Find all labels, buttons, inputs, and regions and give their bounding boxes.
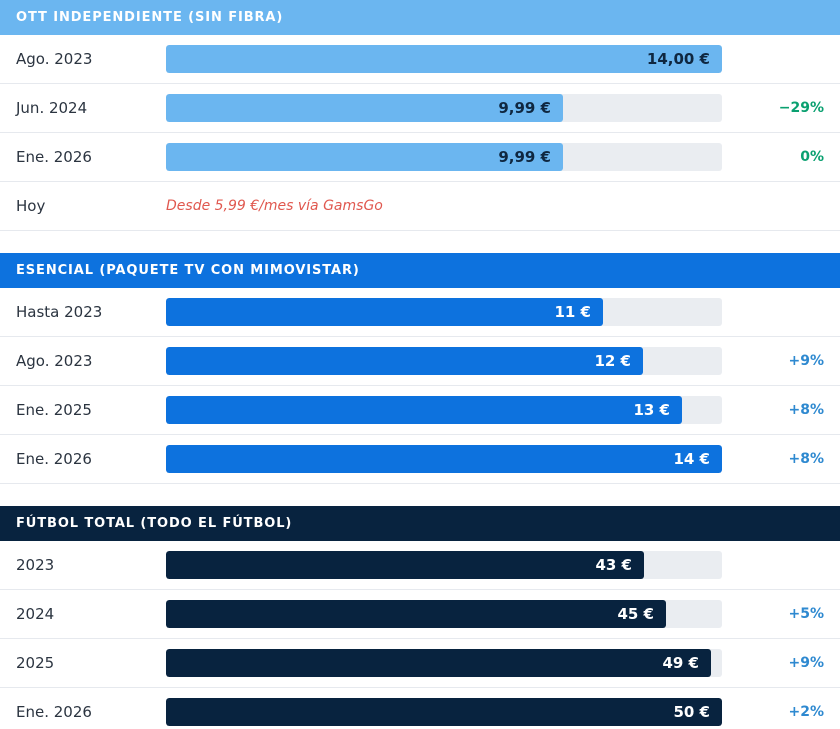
- bar-value-label: 50 €: [673, 703, 710, 721]
- bar: 45 €: [166, 600, 666, 628]
- row-label: Ago. 2023: [16, 352, 93, 370]
- bar: 12 €: [166, 347, 643, 375]
- bar: 14 €: [166, 445, 722, 473]
- bar-value-label: 9,99 €: [498, 99, 551, 117]
- change-badge: +8%: [788, 451, 825, 467]
- bar-track: 14,00 €: [166, 45, 722, 73]
- table-row: Ene. 2026 9,99 € 0%: [0, 133, 840, 182]
- bar: 49 €: [166, 649, 711, 677]
- section-gap: [0, 484, 840, 506]
- bar-track: 9,99 €: [166, 143, 722, 171]
- bar: 9,99 €: [166, 94, 563, 122]
- bar-value-label: 11 €: [554, 303, 591, 321]
- row-label: 2025: [16, 654, 55, 672]
- bar: 11 €: [166, 298, 603, 326]
- table-row: Hasta 2023 11 €: [0, 288, 840, 337]
- bar-value-label: 49 €: [662, 654, 699, 672]
- bar: 9,99 €: [166, 143, 563, 171]
- bar-track: 45 €: [166, 600, 722, 628]
- row-label: Hasta 2023: [16, 303, 103, 321]
- change-badge: +2%: [788, 704, 825, 720]
- bar: 43 €: [166, 551, 644, 579]
- section-header: OTT INDEPENDIENTE (SIN FIBRA): [0, 0, 840, 35]
- bar-track: 50 €: [166, 698, 722, 726]
- bar: 50 €: [166, 698, 722, 726]
- bar-value-label: 14 €: [673, 450, 710, 468]
- bar-value-label: 43 €: [595, 556, 632, 574]
- row-label: Ene. 2025: [16, 401, 92, 419]
- table-row: Ene. 2026 50 € +2%: [0, 688, 840, 729]
- row-label: Jun. 2024: [16, 99, 88, 117]
- table-row: 2023 43 €: [0, 541, 840, 590]
- bar-track: 11 €: [166, 298, 722, 326]
- table-row: Ene. 2026 14 € +8%: [0, 435, 840, 484]
- change-badge: +5%: [788, 606, 825, 622]
- bar: 13 €: [166, 396, 682, 424]
- section-gap: [0, 231, 840, 253]
- bar: 14,00 €: [166, 45, 722, 73]
- bar-value-label: 14,00 €: [646, 50, 710, 68]
- table-row: Ago. 2023 14,00 €: [0, 35, 840, 84]
- change-badge: +9%: [788, 353, 825, 369]
- row-label: Ene. 2026: [16, 450, 92, 468]
- change-badge: −29%: [778, 100, 824, 116]
- table-row: 2024 45 € +5%: [0, 590, 840, 639]
- section-header: ESENCIAL (PAQUETE TV CON MIMOVISTAR): [0, 253, 840, 288]
- row-label: Ene. 2026: [16, 703, 92, 721]
- bar-track: 13 €: [166, 396, 722, 424]
- row-label: 2024: [16, 605, 55, 623]
- bar-value-label: 12 €: [594, 352, 631, 370]
- row-label: Ene. 2026: [16, 148, 92, 166]
- bar-track: 12 €: [166, 347, 722, 375]
- table-row: 2025 49 € +9%: [0, 639, 840, 688]
- bar-value-label: 9,99 €: [498, 148, 551, 166]
- bar-track: 14 €: [166, 445, 722, 473]
- bar-track: 43 €: [166, 551, 722, 579]
- promo-note: Desde 5,99 €/mes vía GamsGo: [166, 198, 383, 214]
- bar-track: 9,99 €: [166, 94, 722, 122]
- bar-track: 49 €: [166, 649, 722, 677]
- table-row: Ago. 2023 12 € +9%: [0, 337, 840, 386]
- section-header: FÚTBOL TOTAL (TODO EL FÚTBOL): [0, 506, 840, 541]
- change-badge: +8%: [788, 402, 825, 418]
- row-label: 2023: [16, 556, 55, 574]
- change-badge: +9%: [788, 655, 825, 671]
- table-row: Ene. 2025 13 € +8%: [0, 386, 840, 435]
- bar-value-label: 13 €: [633, 401, 670, 419]
- row-label: Hoy: [16, 197, 46, 215]
- row-label: Ago. 2023: [16, 50, 93, 68]
- table-row: Hoy Desde 5,99 €/mes vía GamsGo: [0, 182, 840, 231]
- table-row: Jun. 2024 9,99 € −29%: [0, 84, 840, 133]
- bar-value-label: 45 €: [617, 605, 654, 623]
- change-badge: 0%: [800, 149, 824, 165]
